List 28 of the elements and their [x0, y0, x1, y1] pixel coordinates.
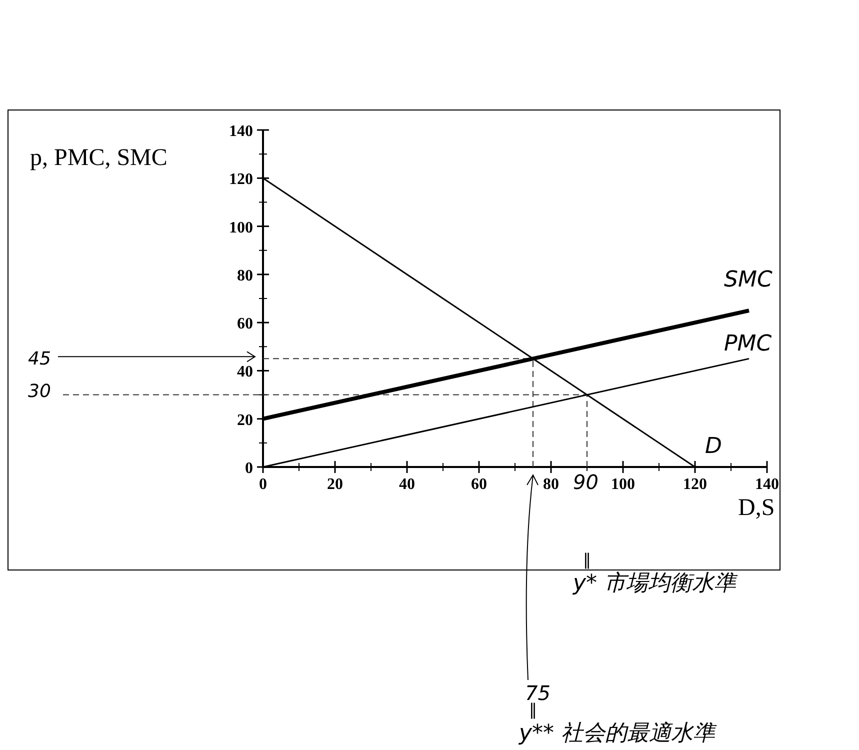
text: ‖: [583, 550, 591, 569]
x-tick-label: 60: [471, 476, 487, 493]
text: ‖: [529, 700, 537, 719]
series-label: D: [705, 434, 722, 459]
ref-line-label: 30: [28, 380, 51, 402]
x-tick-label: 20: [327, 476, 343, 493]
x-tick-label: 0: [259, 476, 267, 493]
series-label: PMC: [724, 332, 772, 357]
x-tick-label: 100: [611, 476, 635, 493]
y-tick-label: 140: [229, 123, 253, 140]
x-axis-title: D,S: [738, 495, 775, 521]
y-tick-label: 0: [245, 460, 253, 477]
series-label: SMC: [724, 268, 773, 293]
ref-line-label: 90: [573, 470, 598, 494]
y-tick-label: 80: [237, 267, 253, 284]
x-tick-label: 140: [755, 476, 779, 493]
y-tick-label: 60: [237, 316, 253, 333]
y-tick-label: 120: [229, 171, 253, 188]
text: y** 社会的最適水準: [518, 721, 718, 746]
ref-line-label: 45: [28, 348, 51, 370]
x-tick-label: 40: [399, 476, 415, 493]
y-tick-label: 100: [229, 219, 253, 236]
y-tick-label: 40: [237, 364, 253, 381]
y-tick-label: 20: [237, 412, 253, 429]
x-tick-label: 120: [683, 476, 707, 493]
y-axis-title: p, PMC, SMC: [30, 145, 168, 171]
x-tick-label: 80: [543, 476, 559, 493]
text: y* 市場均衡水準: [572, 571, 738, 596]
